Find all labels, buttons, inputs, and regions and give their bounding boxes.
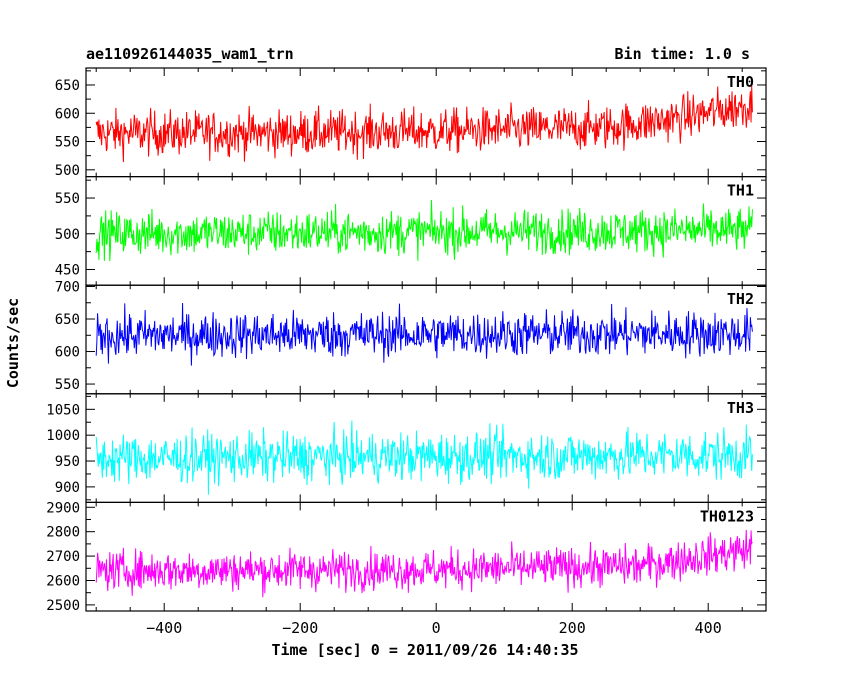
panel-th1: 450 500 550 TH1 xyxy=(55,176,767,286)
y-tick-label: 1050 xyxy=(46,402,80,418)
y-axis-label: Counts/sec xyxy=(4,298,22,388)
panel-label-th2: TH2 xyxy=(727,290,754,308)
panel-frame xyxy=(85,501,767,612)
y-tick-label: 550 xyxy=(55,191,80,207)
series-line-th0 xyxy=(95,85,753,163)
y-tick-label: 650 xyxy=(55,78,80,94)
y-tick-label: 550 xyxy=(55,135,80,151)
series-line-th2 xyxy=(95,302,753,366)
y-tick-label: 500 xyxy=(55,163,80,179)
x-axis-label: Time [sec] 0 = 2011/09/26 14:40:35 xyxy=(271,641,578,659)
series-line-th1 xyxy=(95,199,753,262)
y-tick-label: 2800 xyxy=(46,525,80,541)
y-tick-label: 500 xyxy=(55,227,80,243)
panels-group: 500 550 600 650 TH0 450 500 550 TH1 550 600 650 700 T… xyxy=(46,67,767,614)
bin-time-label: Bin time: 1.0 s xyxy=(614,45,750,63)
y-tick-label: 600 xyxy=(55,345,80,361)
panel-th0: 500 550 600 650 TH0 xyxy=(55,67,767,179)
y-tick-label: 2900 xyxy=(46,500,80,516)
chart-title: ae110926144035_wam1_trn xyxy=(86,45,294,63)
x-tick-label: 200 xyxy=(559,619,586,637)
panel-label-th0: TH0 xyxy=(727,73,754,91)
y-tick-label: 600 xyxy=(55,106,80,122)
series-line-th0123 xyxy=(95,529,753,598)
y-tick-label: 950 xyxy=(55,454,80,470)
panel-th2: 550 600 650 700 TH2 xyxy=(55,280,767,395)
y-tick-label: 2700 xyxy=(46,549,80,565)
x-tick-label: 0 xyxy=(432,619,441,637)
y-tick-label: 700 xyxy=(55,280,80,296)
x-tick-label: −400 xyxy=(146,619,182,637)
panel-th0123: 2500 2600 2700 2800 2900 TH0123 xyxy=(46,500,767,614)
panel-label-th1: TH1 xyxy=(727,182,754,200)
y-tick-label: 2500 xyxy=(46,598,80,614)
y-tick-label: 1000 xyxy=(46,428,80,444)
panel-th3: 900 950 1000 1050 TH3 xyxy=(46,393,767,503)
y-tick-label: 2600 xyxy=(46,573,80,589)
series-line-th3 xyxy=(95,420,753,495)
x-tick-label: 400 xyxy=(695,619,722,637)
x-axis: −400 −200 0 200 400 xyxy=(146,619,722,637)
panel-label-th0123: TH0123 xyxy=(700,507,754,525)
y-tick-label: 550 xyxy=(55,377,80,393)
x-tick-label: −200 xyxy=(282,619,318,637)
panel-label-th3: TH3 xyxy=(727,399,754,417)
y-tick-label: 450 xyxy=(55,262,80,278)
y-tick-label: 650 xyxy=(55,312,80,328)
y-tick-label: 900 xyxy=(55,480,80,496)
